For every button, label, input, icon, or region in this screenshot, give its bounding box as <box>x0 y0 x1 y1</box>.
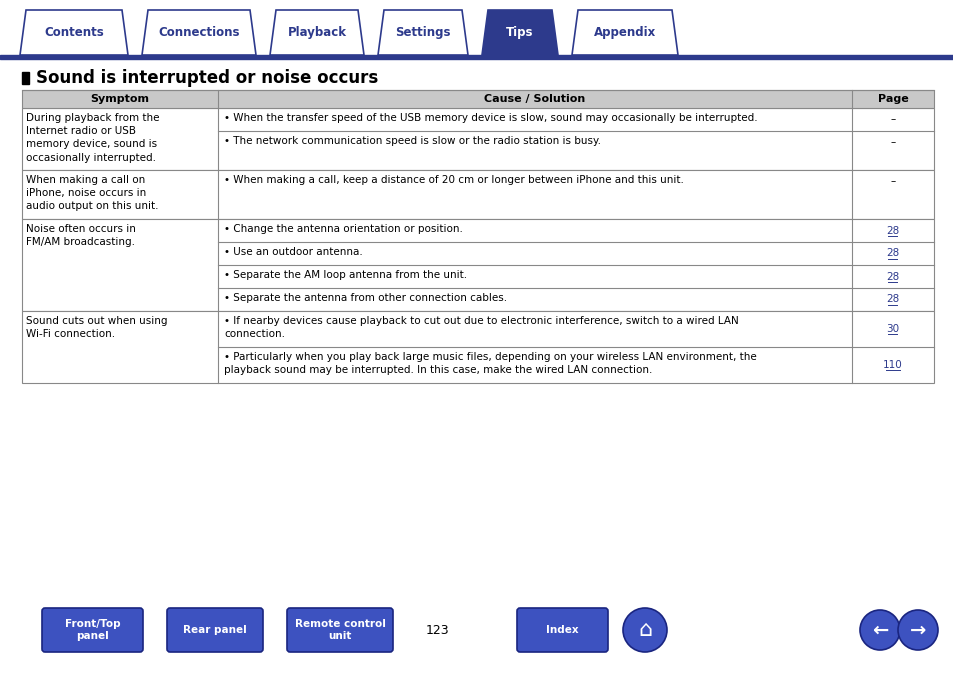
FancyBboxPatch shape <box>517 608 607 652</box>
Circle shape <box>622 608 666 652</box>
Text: Index: Index <box>546 625 578 635</box>
Text: 123: 123 <box>425 623 448 637</box>
Bar <box>22 311 933 383</box>
Text: Connections: Connections <box>158 26 239 39</box>
Polygon shape <box>377 10 468 55</box>
Text: 28: 28 <box>885 225 899 236</box>
Circle shape <box>897 610 937 650</box>
Text: –: – <box>889 176 895 186</box>
FancyBboxPatch shape <box>42 608 143 652</box>
Text: Sound is interrupted or noise occurs: Sound is interrupted or noise occurs <box>36 69 377 87</box>
Bar <box>22 90 933 108</box>
Text: Remote control
unit: Remote control unit <box>294 618 385 641</box>
Text: • If nearby devices cause playback to cut out due to electronic interference, sw: • If nearby devices cause playback to cu… <box>224 316 738 339</box>
Polygon shape <box>142 10 255 55</box>
Text: During playback from the
Internet radio or USB
memory device, sound is
occasiona: During playback from the Internet radio … <box>26 113 159 163</box>
Text: Playback: Playback <box>287 26 346 39</box>
Polygon shape <box>270 10 364 55</box>
Text: • Particularly when you play back large music files, depending on your wireless : • Particularly when you play back large … <box>224 352 756 376</box>
Text: 110: 110 <box>882 360 902 370</box>
Text: • Change the antenna orientation or position.: • Change the antenna orientation or posi… <box>224 224 462 234</box>
Text: Contents: Contents <box>44 26 104 39</box>
Polygon shape <box>572 10 678 55</box>
FancyBboxPatch shape <box>167 608 263 652</box>
Text: 28: 28 <box>885 248 899 258</box>
Text: Noise often occurs in
FM/AM broadcasting.: Noise often occurs in FM/AM broadcasting… <box>26 224 135 247</box>
Text: Symptom: Symptom <box>91 94 150 104</box>
Bar <box>0 55 953 59</box>
Text: –: – <box>889 137 895 147</box>
Text: Appendix: Appendix <box>594 26 656 39</box>
Bar <box>22 108 933 170</box>
Bar <box>22 72 29 84</box>
Text: When making a call on
iPhone, noise occurs in
audio output on this unit.: When making a call on iPhone, noise occu… <box>26 175 158 211</box>
Text: Sound cuts out when using
Wi-Fi connection.: Sound cuts out when using Wi-Fi connecti… <box>26 316 168 339</box>
Text: ←: ← <box>871 621 887 639</box>
Text: • When the transfer speed of the USB memory device is slow, sound may occasional: • When the transfer speed of the USB mem… <box>224 113 757 123</box>
Text: Cause / Solution: Cause / Solution <box>484 94 585 104</box>
Text: 28: 28 <box>885 295 899 304</box>
Text: 28: 28 <box>885 271 899 281</box>
Text: ⌂: ⌂ <box>638 620 652 640</box>
Bar <box>22 170 933 219</box>
Text: • The network communication speed is slow or the radio station is busy.: • The network communication speed is slo… <box>224 136 600 146</box>
Text: • When making a call, keep a distance of 20 cm or longer between iPhone and this: • When making a call, keep a distance of… <box>224 175 683 185</box>
Polygon shape <box>481 10 558 55</box>
Polygon shape <box>20 10 128 55</box>
Text: 30: 30 <box>885 324 899 334</box>
Text: Page: Page <box>877 94 907 104</box>
Text: Rear panel: Rear panel <box>183 625 247 635</box>
Text: • Separate the AM loop antenna from the unit.: • Separate the AM loop antenna from the … <box>224 270 467 280</box>
Circle shape <box>859 610 899 650</box>
Text: Front/Top
panel: Front/Top panel <box>65 618 120 641</box>
Text: –: – <box>889 114 895 125</box>
Text: • Separate the antenna from other connection cables.: • Separate the antenna from other connec… <box>224 293 507 303</box>
Text: Tips: Tips <box>506 26 533 39</box>
Text: Settings: Settings <box>395 26 450 39</box>
Text: →: → <box>909 621 925 639</box>
Text: • Use an outdoor antenna.: • Use an outdoor antenna. <box>224 247 362 257</box>
FancyBboxPatch shape <box>287 608 393 652</box>
Bar <box>22 219 933 311</box>
